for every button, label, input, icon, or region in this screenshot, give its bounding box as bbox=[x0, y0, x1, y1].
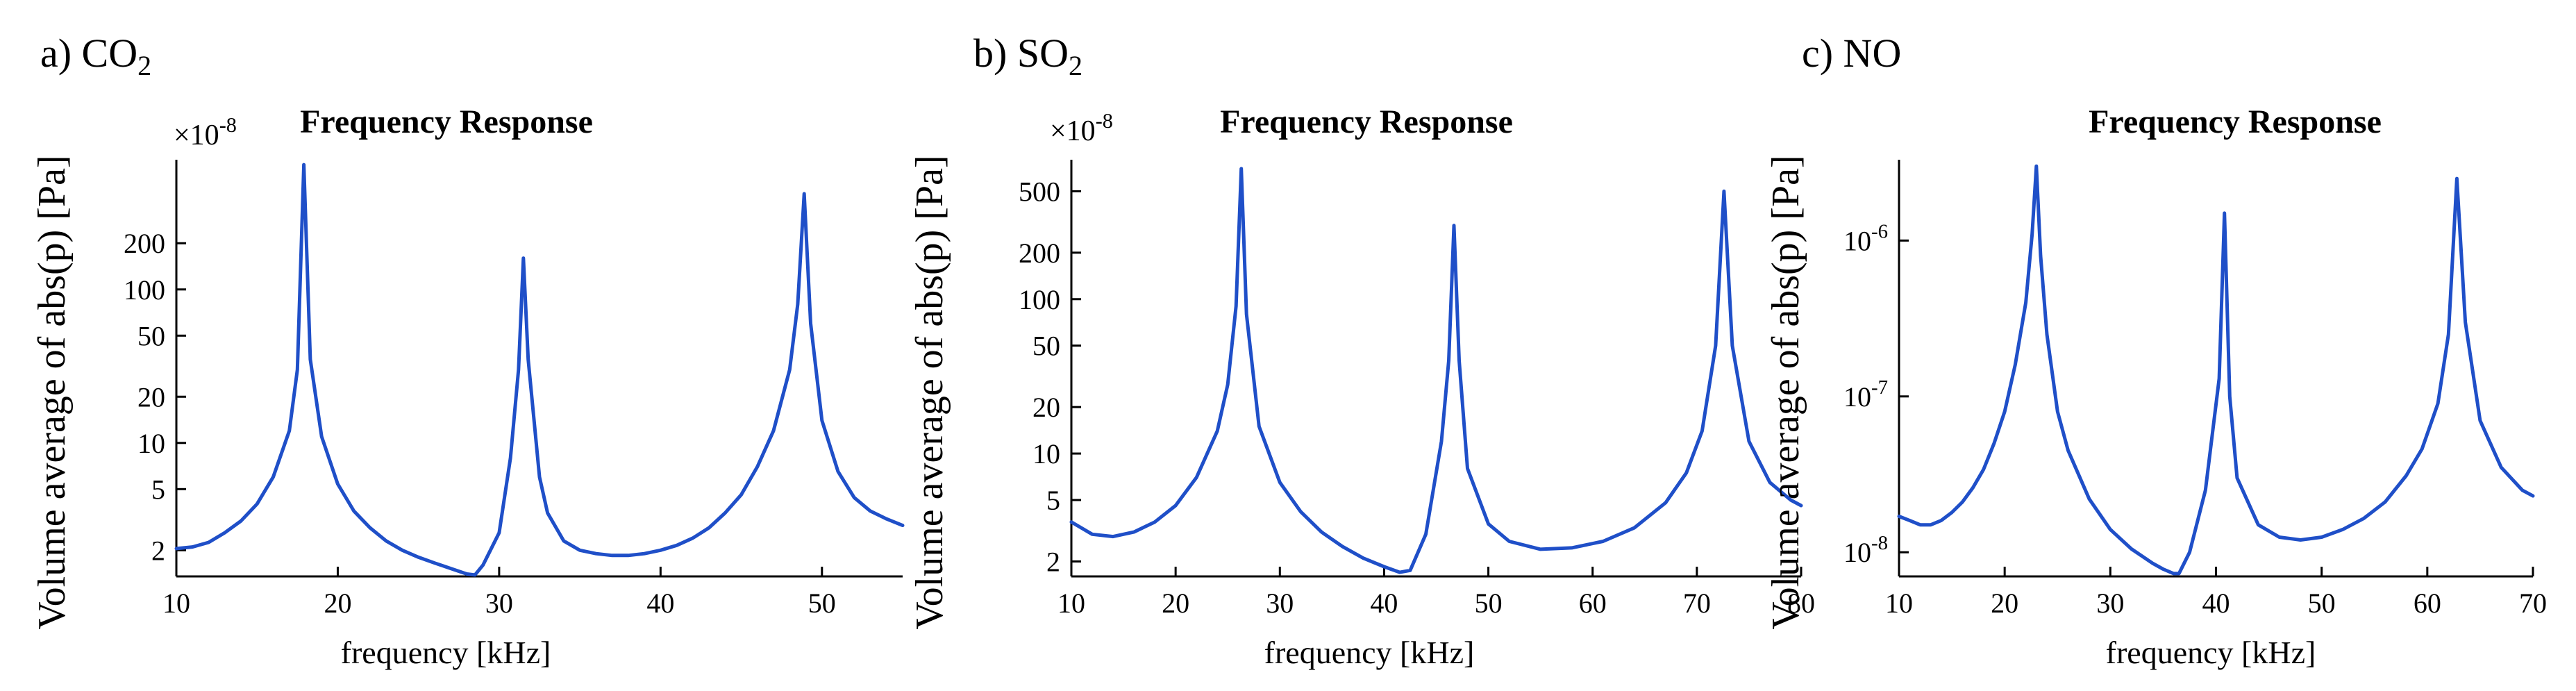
x-tick-label: 10 bbox=[162, 588, 190, 619]
x-tick-label: 40 bbox=[646, 588, 674, 619]
panel-label: b) SO2 bbox=[973, 31, 1082, 81]
y-tick-label: 100 bbox=[1019, 284, 1060, 315]
x-tick-label: 30 bbox=[485, 588, 513, 619]
y-tick-label: 10-6 bbox=[1843, 220, 1888, 256]
chart-title: Frequency Response bbox=[2089, 103, 2382, 140]
y-axis-label: Volume average of abs(p) [Pa] bbox=[1764, 155, 1807, 629]
x-tick-label: 30 bbox=[2096, 588, 2124, 619]
x-tick-label: 40 bbox=[2202, 588, 2230, 619]
panel-label: c) NO bbox=[1802, 31, 1901, 76]
x-tick-label: 60 bbox=[2414, 588, 2441, 619]
y-tick-label: 2 bbox=[1046, 546, 1060, 577]
y-tick-label: 20 bbox=[137, 381, 165, 413]
x-tick-label: 20 bbox=[1162, 588, 1189, 619]
x-tick-label: 60 bbox=[1579, 588, 1607, 619]
chart-panel-so2: b) SO2 Frequency Response ×10-8 frequenc… bbox=[908, 31, 1815, 670]
data-line bbox=[1069, 167, 1803, 574]
x-axis-label: frequency [kHz] bbox=[1264, 635, 1475, 670]
data-line bbox=[174, 163, 905, 577]
x-tick-label: 30 bbox=[1266, 588, 1294, 619]
y-tick-label: 10-7 bbox=[1843, 376, 1888, 413]
y-tick-label: 20 bbox=[1032, 392, 1060, 423]
x-tick-label: 70 bbox=[2519, 588, 2547, 619]
chart-title: Frequency Response bbox=[1220, 103, 1513, 140]
y-tick-label: 5 bbox=[1046, 485, 1060, 516]
y-tick-label: 500 bbox=[1019, 176, 1060, 207]
y-tick-label: 100 bbox=[124, 274, 165, 306]
y-tick-label: 10-8 bbox=[1843, 532, 1888, 568]
chart-title: Frequency Response bbox=[300, 103, 593, 140]
y-tick-label: 10 bbox=[1032, 438, 1060, 469]
y-tick-label: 2 bbox=[151, 535, 165, 566]
x-tick-label: 20 bbox=[324, 588, 351, 619]
x-tick-label: 70 bbox=[1683, 588, 1711, 619]
data-line bbox=[1897, 164, 2535, 576]
x-tick-label: 50 bbox=[808, 588, 836, 619]
y-axis-label: Volume average of abs(p) [Pa] bbox=[31, 155, 74, 629]
y-tick-label: 200 bbox=[1019, 238, 1060, 269]
y-tick-label: 50 bbox=[137, 320, 165, 351]
y-tick-label: 5 bbox=[151, 474, 165, 505]
y-axis-label: Volume average of abs(p) [Pa] bbox=[908, 155, 951, 629]
panel-label: a) CO2 bbox=[40, 31, 151, 81]
x-tick-label: 10 bbox=[1057, 588, 1085, 619]
x-tick-label: 20 bbox=[1991, 588, 2018, 619]
x-tick-label: 50 bbox=[2308, 588, 2336, 619]
x-tick-label: 50 bbox=[1475, 588, 1503, 619]
y-multiplier: ×10-8 bbox=[174, 113, 237, 151]
y-tick-label: 10 bbox=[137, 428, 165, 459]
x-axis-label: frequency [kHz] bbox=[2106, 635, 2316, 670]
x-tick-label: 10 bbox=[1885, 588, 1913, 619]
chart-panel-co2: a) CO2 Frequency Response ×10-8 frequenc… bbox=[31, 31, 905, 670]
x-axis-label: frequency [kHz] bbox=[341, 635, 551, 670]
x-tick-label: 40 bbox=[1370, 588, 1398, 619]
chart-panel-no: c) NO Frequency Response frequency [kHz]… bbox=[1764, 31, 2547, 670]
x-tick-label: 80 bbox=[1787, 588, 1815, 619]
y-tick-label: 50 bbox=[1032, 331, 1060, 362]
y-multiplier: ×10-8 bbox=[1050, 109, 1113, 147]
y-tick-label: 200 bbox=[124, 228, 165, 259]
